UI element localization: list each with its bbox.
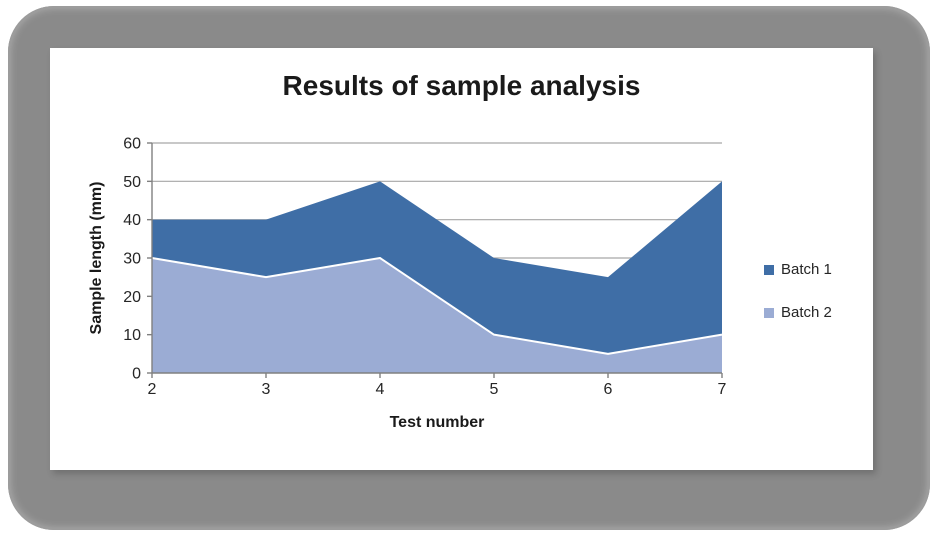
y-tick-label-50: 50 — [123, 174, 141, 191]
y-tick-label-10: 10 — [123, 327, 141, 344]
legend-item-batch-1: Batch 1 — [764, 261, 832, 278]
x-tick-label-7: 7 — [718, 381, 727, 398]
y-tick-label-30: 30 — [123, 251, 141, 268]
y-axis-title: Sample length (mm) — [88, 181, 105, 335]
legend-item-batch-2: Batch 2 — [764, 304, 832, 321]
chart-panel: Results of sample analysis 0 10 20 30 40 50 60… — [50, 48, 873, 470]
y-tick-label-20: 20 — [123, 289, 141, 306]
y-tick-label-0: 0 — [132, 366, 141, 383]
x-tick-label-5: 5 — [490, 381, 499, 398]
x-tick-label-2: 2 — [148, 381, 157, 398]
x-axis-title: Test number — [389, 414, 485, 431]
x-tick-label-6: 6 — [604, 381, 613, 398]
x-tick-label-4: 4 — [376, 381, 385, 398]
chart-title: Results of sample analysis — [282, 70, 641, 101]
area-series-2 — [152, 258, 722, 373]
legend: Batch 1 Batch 2 — [764, 261, 832, 321]
y-tick-label-40: 40 — [123, 212, 141, 229]
x-tick-label-3: 3 — [262, 381, 271, 398]
legend-label: Batch 2 — [781, 304, 832, 321]
legend-swatch-icon — [764, 307, 774, 318]
y-tick-label-60: 60 — [123, 136, 141, 153]
plot-area: 0 10 20 30 40 50 60 2 3 4 5 6 7 — [123, 136, 727, 399]
area-series-2-edge — [151, 257, 723, 355]
legend-swatch-icon — [764, 264, 774, 275]
legend-label: Batch 1 — [781, 261, 832, 278]
